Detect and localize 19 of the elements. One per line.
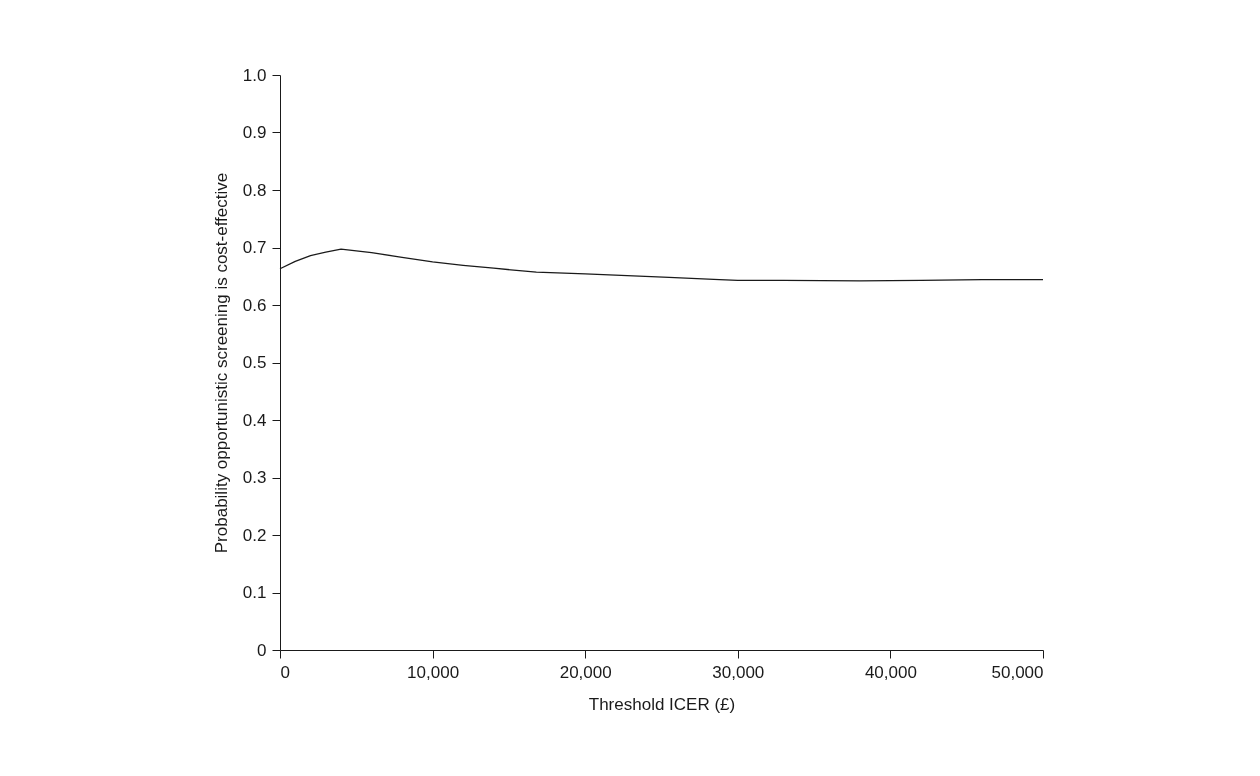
x-tick-label: 50,000 [991, 662, 1044, 682]
y-tick-label: 0 [257, 640, 267, 660]
x-tick-label: 20,000 [559, 662, 612, 682]
x-axis-title: Threshold ICER (£) [588, 694, 736, 714]
x-tick-label: 40,000 [864, 662, 917, 682]
y-tick-label: 0.7 [242, 238, 267, 257]
x-tick-label: 10,000 [407, 662, 460, 682]
y-tick-label: 0.6 [242, 295, 267, 315]
y-tick-label: 0.4 [242, 410, 267, 430]
y-axis-title: Probability opportunistic screening is cost-effective [211, 172, 231, 554]
y-tick-label: 0.9 [242, 123, 267, 142]
x-tick-label: 30,000 [712, 662, 765, 682]
y-tick-label: 0.3 [242, 468, 267, 487]
x-tick-label: 0 [280, 662, 290, 682]
y-tick-label: 0.1 [242, 583, 267, 602]
y-tick-label: 1.0 [242, 65, 267, 85]
y-tick-label: 0.8 [242, 180, 267, 200]
y-tick-label: 0.2 [242, 525, 267, 545]
y-tick-label: 0.5 [242, 353, 267, 372]
